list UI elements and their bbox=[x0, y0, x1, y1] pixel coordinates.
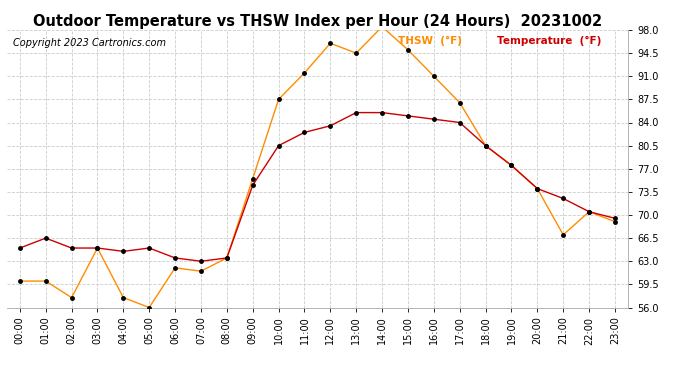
Text: Temperature  (°F): Temperature (°F) bbox=[497, 36, 602, 46]
Text: THSW  (°F): THSW (°F) bbox=[398, 36, 462, 46]
Text: Copyright 2023 Cartronics.com: Copyright 2023 Cartronics.com bbox=[13, 38, 166, 48]
Title: Outdoor Temperature vs THSW Index per Hour (24 Hours)  20231002: Outdoor Temperature vs THSW Index per Ho… bbox=[33, 14, 602, 29]
